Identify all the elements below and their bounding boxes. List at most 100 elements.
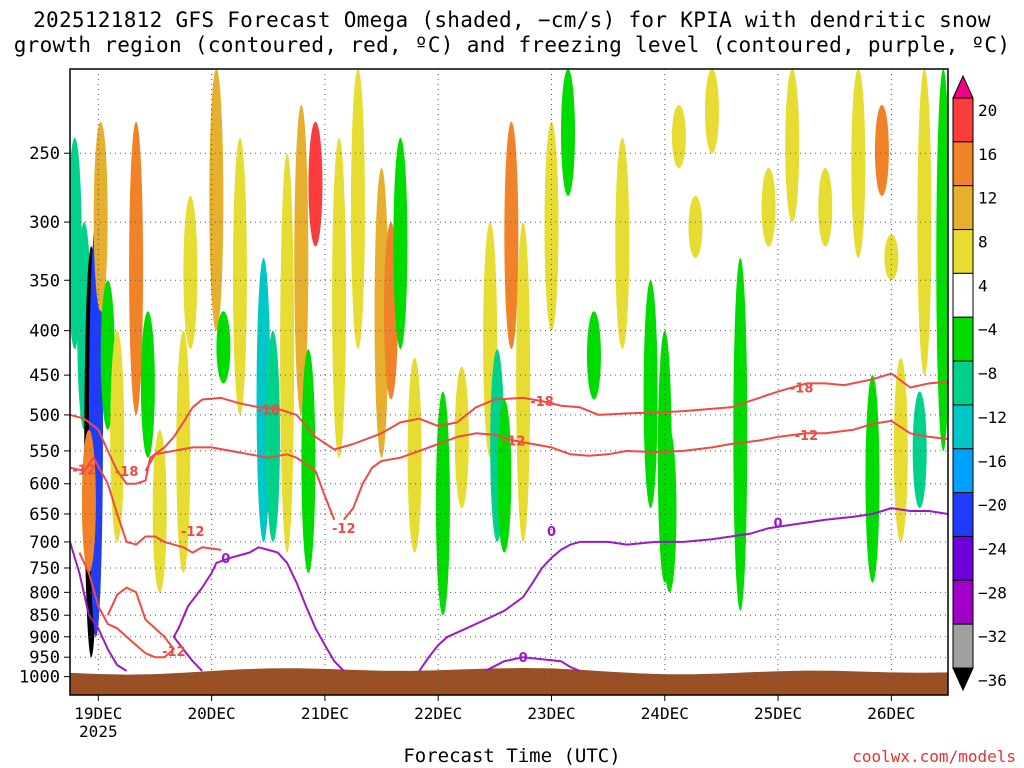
colorbar-top-arrow bbox=[952, 74, 974, 99]
omega-band bbox=[615, 137, 630, 350]
y-tick-label: 750 bbox=[29, 559, 60, 579]
credit-watermark: coolwx.com/models bbox=[852, 747, 1016, 766]
omega-band bbox=[586, 311, 601, 400]
omega-band-halo bbox=[872, 97, 892, 204]
colorbar-segment bbox=[952, 448, 974, 494]
plot-frame bbox=[69, 68, 949, 696]
colorbar-tick-label: −36 bbox=[978, 671, 1007, 690]
year-label: 2025 bbox=[79, 722, 118, 741]
omega-band bbox=[785, 69, 800, 223]
omega-band bbox=[561, 69, 576, 197]
contour-label: -18 bbox=[530, 395, 554, 410]
y-tick-label: 550 bbox=[29, 442, 60, 462]
omega-band bbox=[407, 357, 422, 553]
colorbar-tick-label: −32 bbox=[978, 627, 1007, 646]
x-tick-label: 21DEC bbox=[301, 704, 349, 723]
colorbar-tick-label: −12 bbox=[978, 408, 1007, 427]
omega-band bbox=[176, 330, 191, 573]
omega-band bbox=[209, 69, 224, 331]
omega-band bbox=[374, 168, 389, 458]
y-tick-label: 950 bbox=[29, 648, 60, 668]
contour-label: -12 bbox=[162, 645, 186, 660]
colorbar-tick-label: 4 bbox=[978, 276, 988, 295]
omega-band bbox=[704, 69, 719, 154]
terrain-fill bbox=[70, 668, 948, 695]
omega-band bbox=[81, 429, 96, 573]
omega-band bbox=[865, 375, 880, 583]
chart-title-line-1: 2025121812 GFS Forecast Omega (shaded, −… bbox=[33, 8, 991, 32]
omega-band bbox=[294, 104, 309, 415]
contour-label: -18 bbox=[790, 382, 814, 397]
contour-label: -12 bbox=[72, 464, 96, 479]
colorbar-tick-label: −24 bbox=[978, 539, 1007, 558]
contour-label: -12 bbox=[502, 434, 526, 449]
colorbar-segment bbox=[952, 492, 974, 537]
omega-band bbox=[265, 330, 280, 542]
omega-band bbox=[350, 69, 365, 350]
colorbar-tick-label: 20 bbox=[978, 101, 997, 120]
y-tick-label: 250 bbox=[29, 144, 60, 164]
dgz-contour bbox=[70, 456, 222, 554]
colorbar-segment bbox=[952, 360, 974, 406]
x-tick-label: 24DEC bbox=[641, 704, 689, 723]
freezing-level-contour bbox=[172, 546, 345, 672]
omega-band bbox=[110, 330, 125, 542]
colorbar-segment bbox=[952, 229, 974, 274]
omega-band bbox=[516, 222, 531, 542]
colorbar-segment bbox=[952, 623, 974, 669]
y-tick-label: 600 bbox=[29, 475, 60, 495]
y-tick-label: 900 bbox=[29, 628, 60, 648]
omega-band bbox=[232, 137, 247, 415]
colorbar-segment bbox=[952, 185, 974, 231]
omega-band bbox=[917, 69, 932, 376]
colorbar-tick-label: −8 bbox=[978, 364, 997, 383]
contour-label: 0 bbox=[547, 525, 556, 540]
x-tick-label: 23DEC bbox=[527, 704, 575, 723]
colorbar-segment bbox=[952, 535, 974, 581]
omega-band-halo bbox=[910, 384, 930, 517]
contour-label: -12 bbox=[181, 525, 205, 540]
omega-band bbox=[643, 280, 658, 509]
freezing-level-contour bbox=[484, 656, 581, 672]
y-tick-label: 1000 bbox=[19, 668, 60, 688]
freezing-level-contour bbox=[418, 507, 948, 672]
freezing-level-contour bbox=[70, 541, 128, 672]
contour-label: 0 bbox=[774, 517, 783, 532]
x-tick-label: 20DEC bbox=[188, 704, 236, 723]
y-tick-label: 400 bbox=[29, 322, 60, 342]
omega-band bbox=[761, 168, 776, 247]
contour-label: -18 bbox=[115, 465, 139, 480]
colorbar-segment bbox=[952, 316, 974, 362]
omega-band bbox=[454, 366, 469, 509]
omega-band bbox=[893, 357, 908, 542]
omega-band bbox=[140, 311, 155, 458]
omega-band bbox=[435, 391, 450, 616]
omega-band bbox=[936, 69, 948, 451]
colorbar-segment bbox=[952, 404, 974, 450]
y-tick-label: 650 bbox=[29, 505, 60, 525]
colorbar-tick-label: 16 bbox=[978, 145, 997, 164]
colorbar-segment bbox=[952, 579, 974, 625]
x-tick-label: 26DEC bbox=[867, 704, 915, 723]
omega-band bbox=[497, 399, 512, 553]
omega-band bbox=[129, 121, 144, 415]
colorbar-bottom-arrow bbox=[952, 667, 974, 692]
omega-band bbox=[688, 196, 703, 259]
omega-band bbox=[93, 121, 108, 312]
x-tick-label: 25DEC bbox=[754, 704, 802, 723]
x-axis-label: Forecast Time (UTC) bbox=[403, 745, 621, 767]
dgz-contour bbox=[343, 419, 948, 521]
y-tick-label: 850 bbox=[29, 606, 60, 626]
omega-band-halo bbox=[305, 114, 325, 255]
omega-band bbox=[332, 137, 347, 458]
omega-band bbox=[152, 429, 167, 593]
omega-band bbox=[874, 104, 889, 197]
dgz-contour bbox=[144, 446, 336, 521]
omega-band bbox=[884, 234, 899, 281]
omega-band bbox=[818, 168, 833, 247]
colorbar-segment bbox=[952, 272, 974, 318]
omega-band bbox=[671, 104, 686, 169]
omega-band bbox=[280, 153, 295, 553]
y-tick-label: 500 bbox=[29, 406, 60, 426]
y-tick-label: 350 bbox=[29, 271, 60, 291]
